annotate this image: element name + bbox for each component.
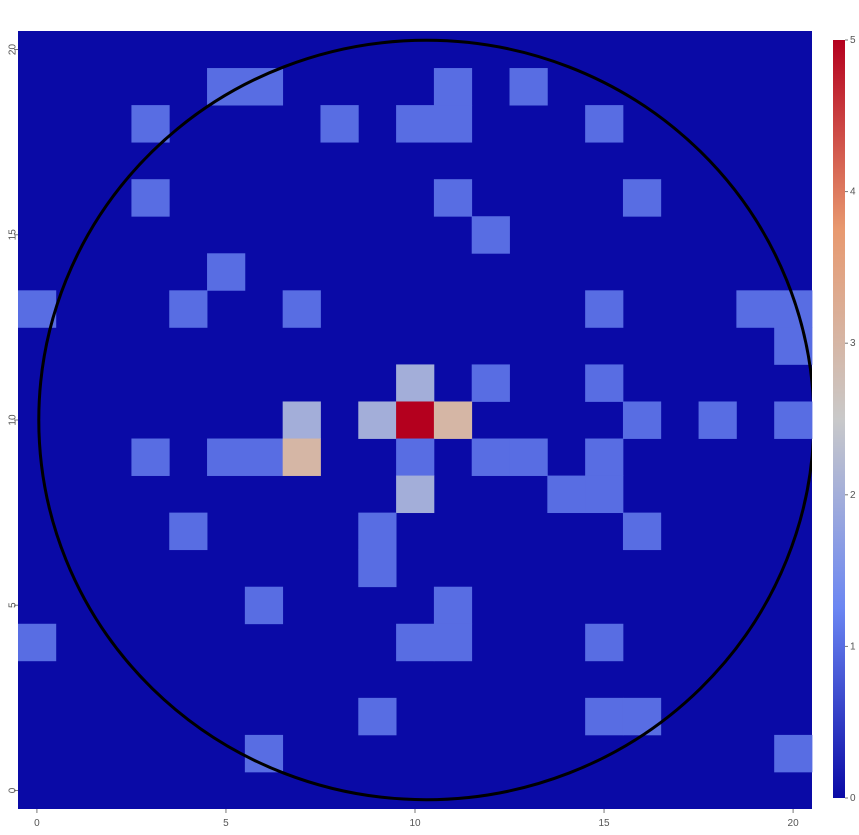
heatmap-cell [131, 179, 170, 217]
heatmap-cell [622, 179, 662, 217]
x-tick-label: 20 [788, 818, 800, 829]
heatmap-cell [585, 364, 624, 402]
heatmap-cell [131, 438, 170, 476]
heatmap-cell [774, 401, 813, 439]
heatmap-cells [18, 68, 813, 773]
heatmap-cell [396, 438, 435, 476]
heatmap-cell [736, 290, 775, 328]
heatmap-cell [396, 401, 435, 439]
colorbar-ticks: 0 1 2 3 4 5 [845, 35, 856, 804]
axes-layer: 0 5 10 15 20 0 5 10 15 20 [8, 44, 799, 829]
colorbar-tick-label: 0 [850, 793, 856, 804]
heatmap-cell [244, 586, 284, 625]
heatmap-cell [585, 105, 624, 143]
heatmap-cell [18, 623, 57, 662]
heatmap-cell [622, 697, 662, 736]
heatmap-cell [433, 623, 473, 662]
heatmap-cell [774, 734, 813, 773]
circle-overlay-layer [37, 38, 812, 802]
y-tick-label: 0 [8, 787, 19, 793]
heatmap-cell [169, 512, 208, 551]
heatmap-cell [471, 216, 510, 254]
heatmap-cell [585, 623, 624, 662]
heatmap-cell [131, 105, 170, 143]
heatmap-cell [622, 512, 662, 551]
heatmap-cell [471, 438, 510, 476]
colorbar-bar [833, 40, 845, 798]
heatmap-cell [207, 438, 246, 476]
heatmap-cell [509, 438, 548, 476]
heatmap-cell [509, 68, 548, 106]
heatmap-cell [282, 290, 321, 328]
heatmap-cell [207, 253, 246, 291]
heatmap-cell [433, 401, 473, 439]
heatmap-cell [585, 438, 624, 476]
heatmap-cell [433, 68, 473, 106]
heatmap-cell [18, 290, 57, 328]
colorbar-tick-label: 2 [850, 490, 856, 501]
heatmap-cell [358, 697, 397, 736]
heatmap-cell [471, 364, 510, 402]
heatmap-cell [698, 401, 737, 439]
heatmap-cell [433, 586, 473, 625]
x-tick-label: 0 [34, 818, 40, 829]
x-tick-label: 10 [409, 818, 421, 829]
heatmap-cell [320, 105, 359, 143]
heatmap-cell [396, 623, 435, 662]
heatmap-cell [622, 401, 662, 439]
x-tick-label: 5 [223, 818, 229, 829]
y-tick-label: 15 [8, 229, 19, 241]
heatmap-cell [585, 290, 624, 328]
heatmap-cell [396, 105, 435, 143]
heatmap-cell [244, 734, 284, 773]
heatmap-cell [358, 401, 397, 439]
heatmap-cell [585, 475, 624, 514]
heatmap-cell [396, 364, 435, 402]
heatmap-cell [585, 697, 624, 736]
heatmap-cell [282, 438, 321, 476]
colorbar-tick-label: 3 [850, 338, 856, 349]
heatmap-cell [358, 512, 397, 551]
y-tick-label: 5 [8, 602, 19, 608]
y-tick-label: 20 [8, 44, 19, 56]
y-tick-label: 10 [8, 414, 19, 426]
heatmap-cell [169, 290, 208, 328]
circle-overlay [37, 38, 812, 802]
heatmap-cell [282, 401, 321, 439]
colorbar-tick-label: 1 [850, 641, 856, 652]
heatmap-cell [547, 475, 586, 514]
heatmap-cell [433, 179, 473, 217]
heatmap-cell [433, 105, 473, 143]
heatmap-cell [358, 549, 397, 588]
x-tick-label: 15 [598, 818, 610, 829]
colorbar-tick-label: 5 [850, 35, 856, 46]
heatmap-cell [244, 438, 284, 476]
colorbar-tick-label: 4 [850, 187, 856, 198]
heatmap-cell [396, 475, 435, 514]
